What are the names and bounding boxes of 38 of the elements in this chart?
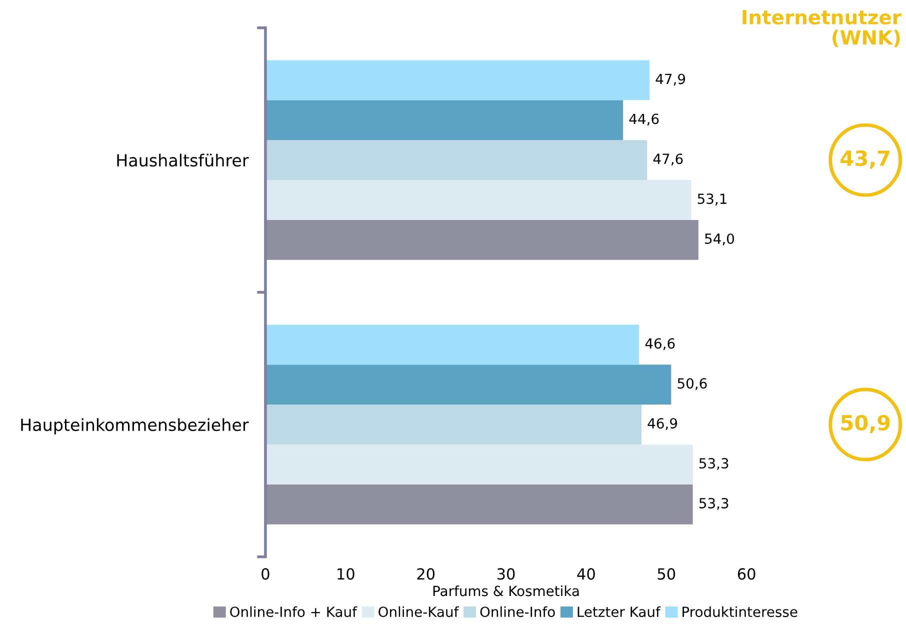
data-label: 47,9 [656,74,686,86]
bar [265,404,642,445]
bar [265,364,672,405]
x-tick-label: 40 [577,568,595,580]
legend-label: Online-Info [480,606,555,618]
y-tick-label: Haushaltsführer [117,154,249,167]
x-tick-label: 10 [338,568,354,580]
data-label: 46,6 [645,338,675,350]
x-tick-label: 50 [658,568,676,580]
data-label: 54,0 [705,233,734,246]
data-label: 53,3 [699,458,728,470]
data-label: 46,9 [648,418,678,430]
legend-label: Letzter Kauf [578,606,661,618]
data-label: 50,6 [678,378,707,390]
bar [265,60,650,100]
legend-label: Online-Info + Kauf [230,606,358,618]
data-label: 44,6 [629,114,659,126]
x-tick-label: 20 [417,568,435,580]
bar [265,220,698,260]
bar [265,100,624,140]
data-label: 47,6 [653,154,683,166]
x-tick-label: 0 [262,568,270,580]
bar [265,180,692,220]
y-tick-label: Haupteinkommensbezieher [21,418,249,434]
bar [265,444,693,484]
text: 50,9 [841,414,890,434]
legend-label: Online-Kauf [378,606,459,618]
x-tick-label: 30 [497,568,515,580]
x-axis-title: Parfums & Kosmetika [433,585,579,596]
data-label: 53,1 [698,194,726,206]
legend-label: Produktinteresse [682,606,798,618]
text: 43,7 [840,150,890,169]
x-tick-label: 60 [738,568,756,580]
annotation: Internetnutzer (WNK) [742,10,902,48]
bar [265,140,648,180]
bar [265,484,693,524]
bar [265,324,640,365]
data-label: 53,3 [699,498,728,510]
